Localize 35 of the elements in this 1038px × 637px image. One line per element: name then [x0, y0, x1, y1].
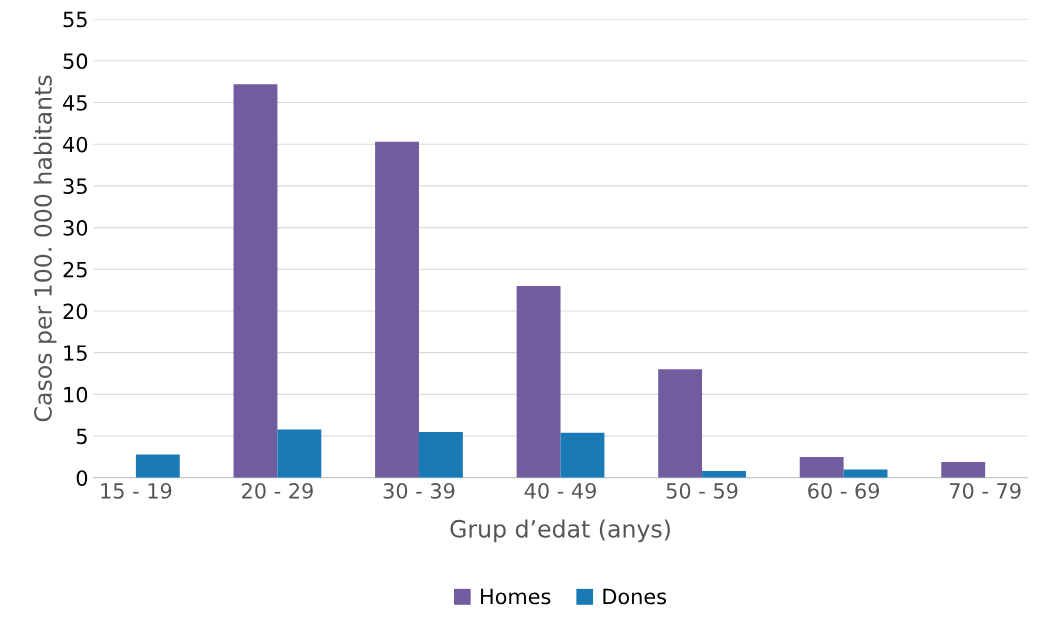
bar: [560, 432, 605, 478]
y-tick-label: 30: [63, 220, 88, 236]
bar: [277, 429, 322, 478]
y-tick-label: 50: [63, 53, 88, 70]
y-tick-label: 25: [63, 261, 87, 278]
y-tick-label: 0: [76, 470, 88, 486]
legend-label: Homes: [481, 588, 551, 605]
legend-label: Dones: [603, 588, 667, 605]
x-tick-label: 60 - 69: [808, 482, 880, 499]
bar: [135, 454, 180, 478]
y-tick-label: 35: [63, 178, 87, 195]
bar: [941, 461, 986, 478]
y-tick-label: 55: [63, 11, 87, 28]
x-tick-label: 50 - 59: [666, 482, 738, 499]
bar: [702, 471, 746, 478]
x-tick-label: 20 - 29: [242, 482, 313, 499]
x-tick-label: 30 - 39: [383, 482, 455, 499]
y-tick-label: 40: [63, 136, 88, 153]
bar: [233, 84, 278, 478]
x-tick-label: 70 - 79: [949, 482, 1021, 499]
bar: [843, 469, 888, 478]
y-tick-label: 15: [64, 345, 87, 361]
y-tick-label: 20: [63, 303, 88, 320]
bar: [658, 369, 703, 478]
bar: [516, 285, 561, 478]
bar: [375, 141, 419, 478]
y-axis-title: Casos per 100. 000 habitants: [33, 75, 57, 422]
y-tick-label: 5: [76, 428, 87, 445]
x-axis-title: Grup d’edat (anys): [450, 519, 670, 543]
x-tick-label: 40 - 49: [524, 482, 596, 499]
bar: [418, 431, 463, 478]
x-tick-label: 15 - 19: [101, 482, 172, 499]
y-tick-label: 10: [64, 386, 88, 403]
y-tick-label: 45: [63, 95, 87, 111]
bar: [799, 456, 844, 478]
